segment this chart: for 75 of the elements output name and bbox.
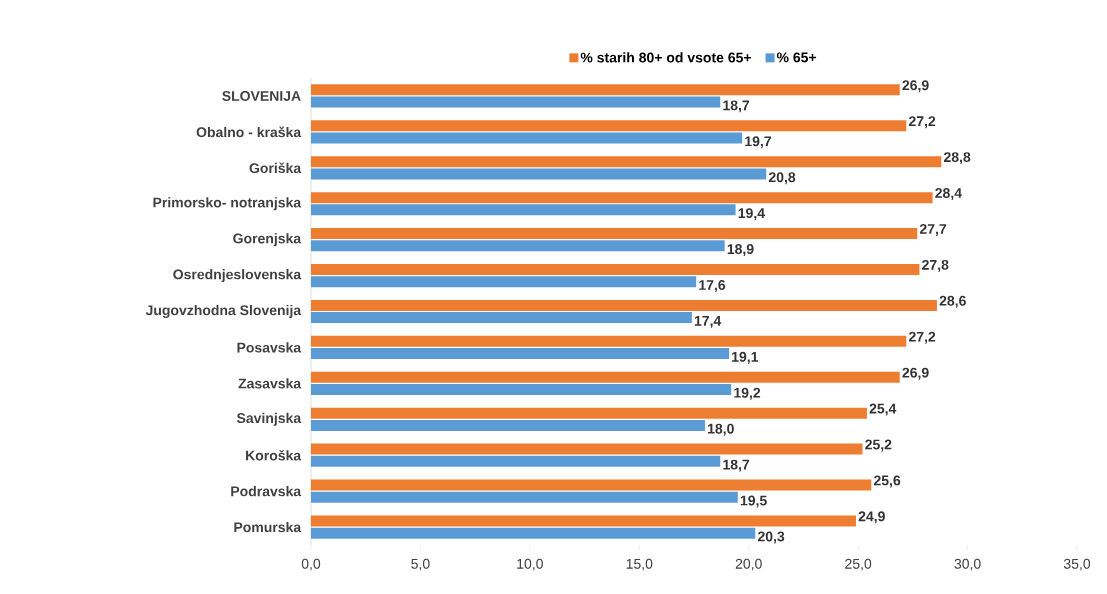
- bar: [311, 312, 692, 324]
- y-tick-label: Koroška: [246, 449, 302, 461]
- x-tick-label: 35,0: [1063, 558, 1091, 571]
- data-label: 17,6: [699, 280, 726, 292]
- y-tick-label: Osrednjeslovenska: [173, 269, 302, 283]
- bar: [311, 491, 738, 503]
- data-label: 18,7: [723, 100, 750, 113]
- bar: [311, 335, 907, 347]
- data-label: 18,0: [708, 423, 734, 436]
- bar: [311, 263, 920, 275]
- y-tick-label: Posavska: [237, 342, 302, 353]
- y-tick-label: Savinjska: [236, 412, 302, 426]
- bar: [311, 240, 725, 252]
- bar: [311, 192, 933, 204]
- bar: [311, 383, 732, 395]
- bar: [311, 479, 872, 491]
- data-label: 26,9: [902, 367, 929, 380]
- bar: [311, 455, 721, 467]
- data-label: 19,4: [738, 208, 765, 221]
- x-tick-label: 5,0: [411, 558, 430, 571]
- bar: [311, 443, 863, 455]
- legend-label: % 65+: [776, 52, 817, 63]
- data-label: 25,6: [873, 475, 901, 488]
- y-tick-label: Zasavska: [238, 378, 302, 389]
- bar: [311, 299, 937, 311]
- bar: [311, 419, 705, 431]
- bar: [311, 168, 767, 180]
- data-label: 20,8: [768, 172, 796, 185]
- bar: [311, 96, 721, 108]
- data-label: 24,9: [858, 511, 885, 524]
- bar: [311, 204, 736, 216]
- y-tick-label: Podravska: [231, 485, 302, 497]
- y-tick-label: Jugovzhodna Slovenija: [145, 304, 302, 319]
- data-label: 27,7: [919, 223, 947, 236]
- y-tick-label: Gorenjska: [233, 233, 302, 247]
- x-tick-label: 30,0: [954, 558, 981, 571]
- x-tick-label: 15,0: [626, 558, 653, 571]
- data-label: 27,2: [908, 331, 936, 344]
- bar: [311, 156, 942, 168]
- y-tick-label: SLOVENIJA: [222, 91, 301, 101]
- data-label: 17,4: [694, 316, 722, 328]
- data-label: 28,4: [935, 188, 962, 201]
- data-label: 28,8: [944, 152, 971, 165]
- x-tick-label: 0,0: [301, 558, 321, 571]
- y-tick-label: Obalno - kraška: [196, 126, 302, 138]
- bar: [311, 276, 697, 288]
- legend-label: % starih 80+ od vsote 65+: [580, 52, 751, 63]
- data-label: 19,7: [745, 136, 771, 149]
- bar: [311, 228, 918, 240]
- data-label: 18,9: [727, 244, 754, 257]
- data-label: 20,3: [757, 531, 785, 544]
- bar: [311, 84, 900, 96]
- data-label: 28,6: [939, 295, 966, 308]
- data-label: 27,2: [908, 116, 936, 129]
- bar: [311, 407, 867, 419]
- bar: [311, 132, 743, 144]
- data-label: 18,7: [723, 459, 750, 472]
- bar: [311, 371, 900, 383]
- x-tick-label: 20,0: [735, 558, 762, 571]
- data-label: 26,9: [902, 80, 929, 93]
- data-label: 19,5: [740, 495, 767, 508]
- data-label: 25,2: [865, 439, 892, 452]
- x-tick-label: 10,0: [517, 558, 543, 571]
- bar: [311, 120, 907, 132]
- y-tick-label: Goriška: [249, 162, 302, 174]
- data-label: 19,1: [732, 351, 759, 364]
- y-tick-label: Primorsko- notranjska: [153, 197, 302, 211]
- bar: [311, 348, 730, 360]
- y-tick-label: Pomurska: [234, 521, 302, 533]
- data-label: 27,8: [922, 259, 949, 272]
- bar: [311, 527, 756, 539]
- bar: [311, 515, 856, 527]
- data-label: 19,2: [734, 387, 761, 400]
- data-label: 25,4: [869, 403, 897, 416]
- x-tick-label: 25,0: [845, 558, 872, 571]
